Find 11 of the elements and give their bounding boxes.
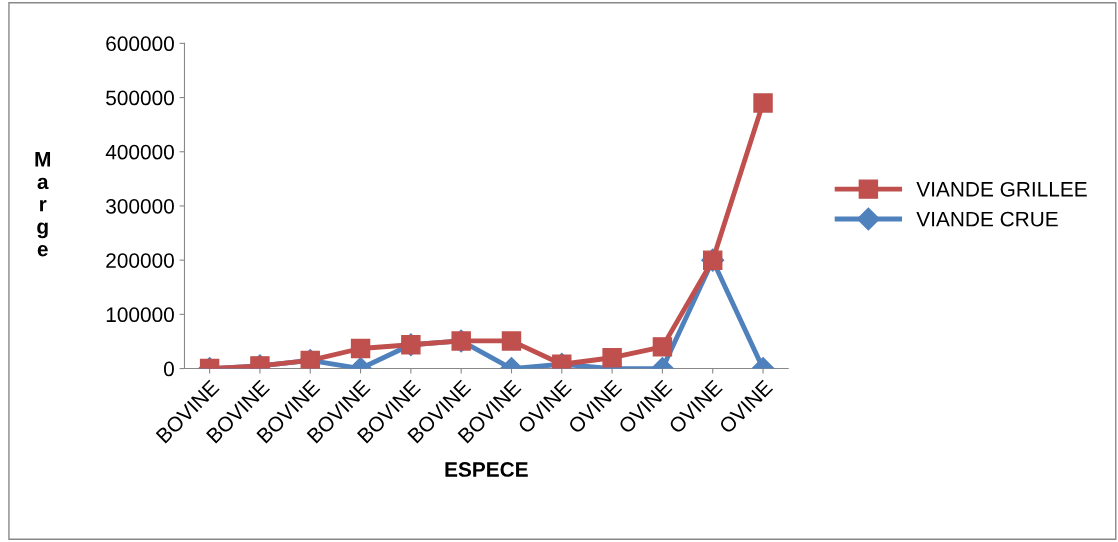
y-tick-label: 100000	[106, 307, 174, 323]
y-tick-label: 200000	[106, 253, 174, 268]
y-axis-title: Marge	[35, 152, 51, 257]
legend-label: VIANDE CRUE	[916, 211, 1058, 227]
y-tick-label: 0	[163, 361, 174, 377]
legend-label: VIANDE GRILLEE	[916, 181, 1087, 197]
x-axis-title: ESPECE	[445, 462, 528, 477]
y-tick-label: 500000	[106, 90, 174, 106]
y-tick-label: 400000	[105, 144, 174, 160]
y-tick-label: 300000	[106, 198, 174, 214]
y-tick-label: 600000	[106, 36, 174, 52]
